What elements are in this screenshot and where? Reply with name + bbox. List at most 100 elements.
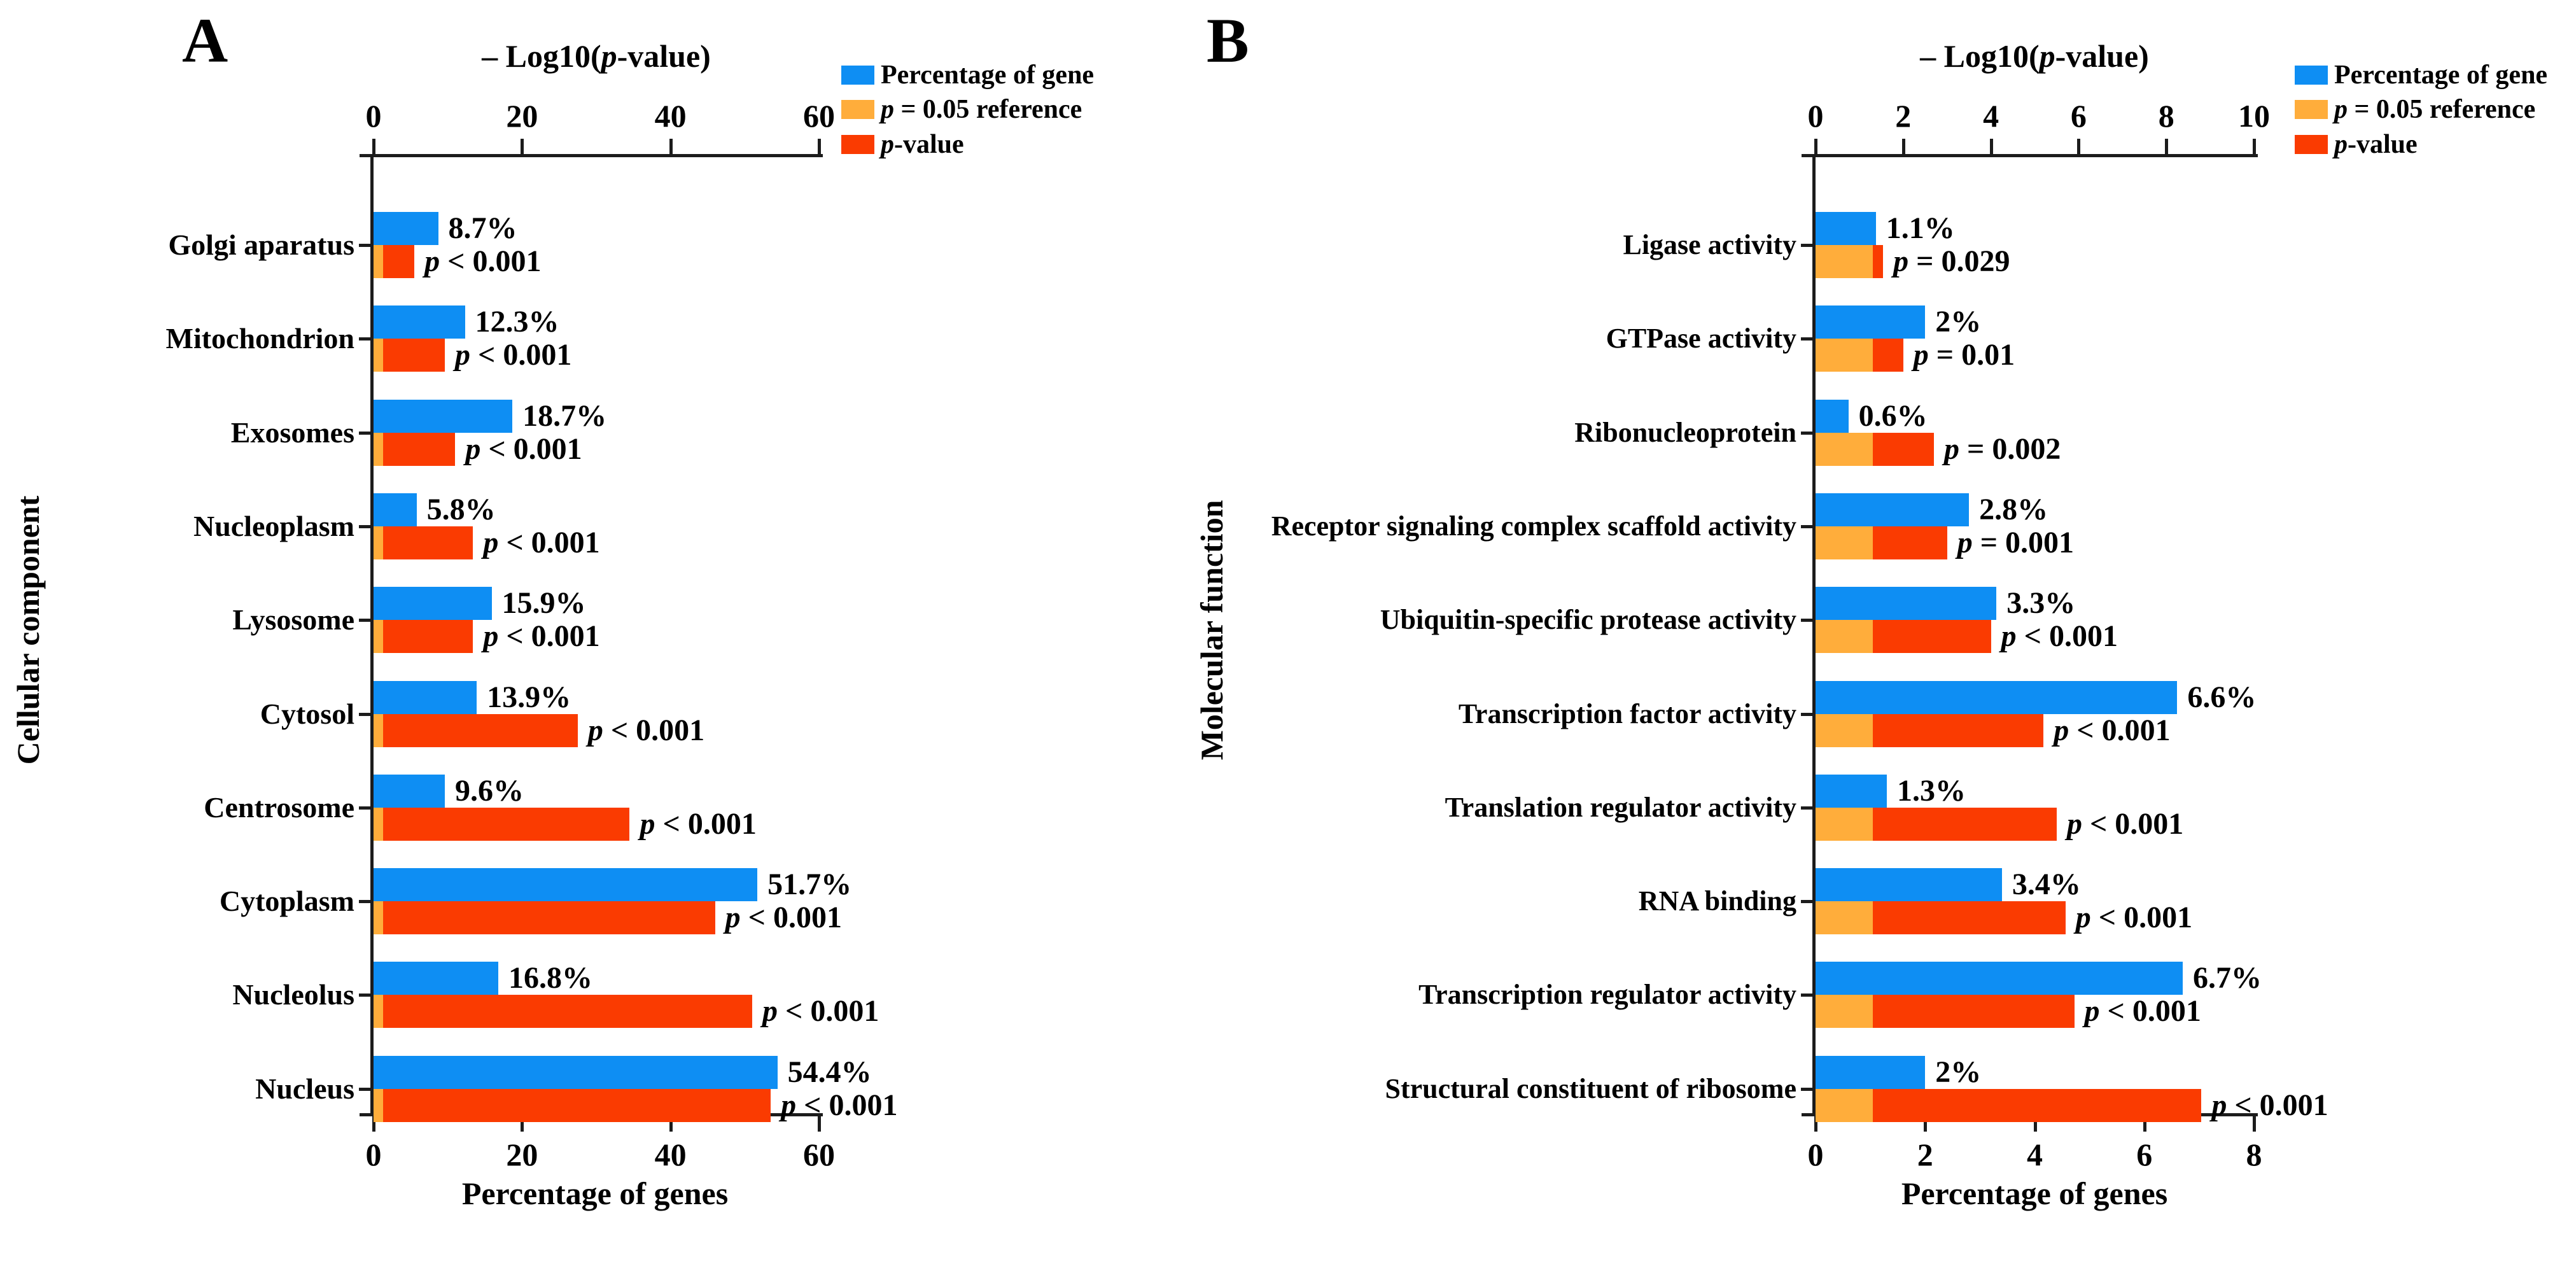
bar-p-reference xyxy=(1816,807,1873,841)
bar-p-reference xyxy=(374,620,384,654)
top-axis-tick xyxy=(1814,139,1817,154)
bar-p-reference xyxy=(1816,245,1873,278)
bar-p-reference xyxy=(374,339,384,372)
p-value-label: p < 0.001 xyxy=(2084,994,2201,1029)
bottom-axis-tick xyxy=(2033,1116,2037,1132)
bar-percentage-of-gene xyxy=(374,587,492,621)
top-axis-tick-label: 0 xyxy=(365,98,382,134)
bar-percentage-of-gene xyxy=(374,868,758,902)
bar-percentage-of-gene xyxy=(1816,399,1849,433)
bar-p-reference xyxy=(374,713,384,747)
legend-swatch-red xyxy=(841,135,874,154)
category-tick xyxy=(1801,619,1812,622)
bar-p-reference xyxy=(1816,713,1873,747)
bottom-axis-tick-label: 4 xyxy=(2027,1137,2043,1172)
top-axis-tick xyxy=(521,139,524,154)
bar-p-reference xyxy=(374,995,384,1029)
p-value-label: p < 0.001 xyxy=(455,338,572,372)
p-value-label: p < 0.001 xyxy=(781,1088,898,1122)
bar-p-value xyxy=(383,432,456,466)
p-value-label: p = 0.002 xyxy=(1944,432,2061,466)
bar-p-value xyxy=(1872,807,2057,841)
legend-swatch-orange xyxy=(841,100,874,119)
bottom-axis-tick xyxy=(818,1116,821,1132)
legend-label: Percentage of gene xyxy=(881,60,1095,90)
bar-p-value xyxy=(1872,526,1947,559)
category-label: Exosomes xyxy=(230,416,354,449)
bar-p-reference xyxy=(1816,620,1873,654)
p-value-label: p < 0.001 xyxy=(762,994,879,1029)
top-axis-tick-label: 8 xyxy=(2158,98,2174,134)
bar-p-reference xyxy=(1816,432,1873,466)
category-label: RNA binding xyxy=(1638,885,1796,917)
bar-p-value xyxy=(1872,245,1884,278)
top-axis-tick-label: 4 xyxy=(1983,98,1999,134)
top-axis-line xyxy=(1802,154,2258,157)
category-tick xyxy=(1801,712,1812,716)
bar-percentage-of-gene xyxy=(1816,774,1887,808)
legend-swatch-red xyxy=(2295,135,2328,154)
percentage-label: 54.4% xyxy=(787,1055,872,1089)
p-value-label: p < 0.001 xyxy=(640,806,757,841)
top-axis-tick-label: 20 xyxy=(506,98,538,134)
bar-percentage-of-gene xyxy=(374,305,465,339)
bar-percentage-of-gene xyxy=(1816,962,2183,995)
category-label: Golgi aparatus xyxy=(168,228,354,261)
bottom-axis-tick-label: 0 xyxy=(365,1137,382,1172)
bottom-axis-tick xyxy=(2143,1116,2146,1132)
category-tick xyxy=(359,994,370,997)
category-tick xyxy=(359,244,370,247)
percentage-label: 18.7% xyxy=(522,398,607,433)
p-value-label: p < 0.001 xyxy=(483,619,600,654)
p-value-label: p < 0.001 xyxy=(587,713,705,747)
percentage-label: 13.9% xyxy=(487,680,571,714)
p-value-label: p < 0.001 xyxy=(2066,806,2184,841)
category-label: Cytosol xyxy=(260,697,354,730)
bar-p-value xyxy=(383,620,473,654)
bar-percentage-of-gene xyxy=(374,212,438,245)
left-axis-line xyxy=(370,154,374,1116)
legend-label: p-value xyxy=(881,130,964,159)
bar-percentage-of-gene xyxy=(1816,680,2178,714)
bar-p-reference xyxy=(1816,339,1873,372)
category-label: Mitochondrion xyxy=(165,322,354,355)
panel-a-bottom-axis-title: Percentage of genes xyxy=(461,1176,729,1211)
top-axis-tick-label: 6 xyxy=(2070,98,2087,134)
percentage-label: 15.9% xyxy=(501,586,586,621)
category-label: Ribonucleoprotein xyxy=(1574,416,1796,448)
category-label: Structural constituent of ribosome xyxy=(1385,1072,1797,1104)
category-tick xyxy=(1801,431,1812,435)
percentage-label: 1.3% xyxy=(1896,773,1966,808)
bar-p-reference xyxy=(374,807,384,841)
top-axis-tick-label: 10 xyxy=(2238,98,2270,134)
bottom-axis-tick-label: 6 xyxy=(2136,1137,2153,1172)
p-value-label: p < 0.001 xyxy=(2001,619,2118,654)
p-value-label: p < 0.001 xyxy=(2211,1088,2328,1122)
legend-label: Percentage of gene xyxy=(2334,60,2548,90)
top-axis-tick xyxy=(1901,139,1905,154)
category-tick xyxy=(359,712,370,716)
category-label: Ubiquitin-specific protease activity xyxy=(1380,604,1796,636)
percentage-label: 51.7% xyxy=(767,867,852,902)
category-label: Translation regulator activity xyxy=(1445,791,1796,823)
percentage-label: 2% xyxy=(1935,305,1982,339)
top-axis-tick xyxy=(1989,139,1993,154)
top-axis-tick xyxy=(669,139,673,154)
category-label: Lysosome xyxy=(232,603,354,636)
legend-label: p = 0.05 reference xyxy=(2334,95,2536,124)
p-value-label: p = 0.01 xyxy=(1913,338,2015,372)
category-tick xyxy=(359,806,370,810)
p-value-label: p < 0.001 xyxy=(424,244,542,278)
bottom-axis-tick-label: 0 xyxy=(1807,1137,1824,1172)
bar-p-reference xyxy=(1816,901,1873,935)
bar-p-reference xyxy=(1816,526,1873,559)
p-value-label: p < 0.001 xyxy=(483,525,600,559)
category-label: Ligase activity xyxy=(1623,229,1796,260)
p-value-label: p < 0.001 xyxy=(725,901,843,935)
bar-percentage-of-gene xyxy=(1816,305,1926,339)
category-tick xyxy=(1801,1087,1812,1091)
category-label: Cytoplasm xyxy=(219,885,354,918)
category-tick xyxy=(359,1087,370,1091)
top-axis-title: – Log10(p-value) xyxy=(1920,38,2149,74)
category-label: Centrosome xyxy=(204,790,354,824)
